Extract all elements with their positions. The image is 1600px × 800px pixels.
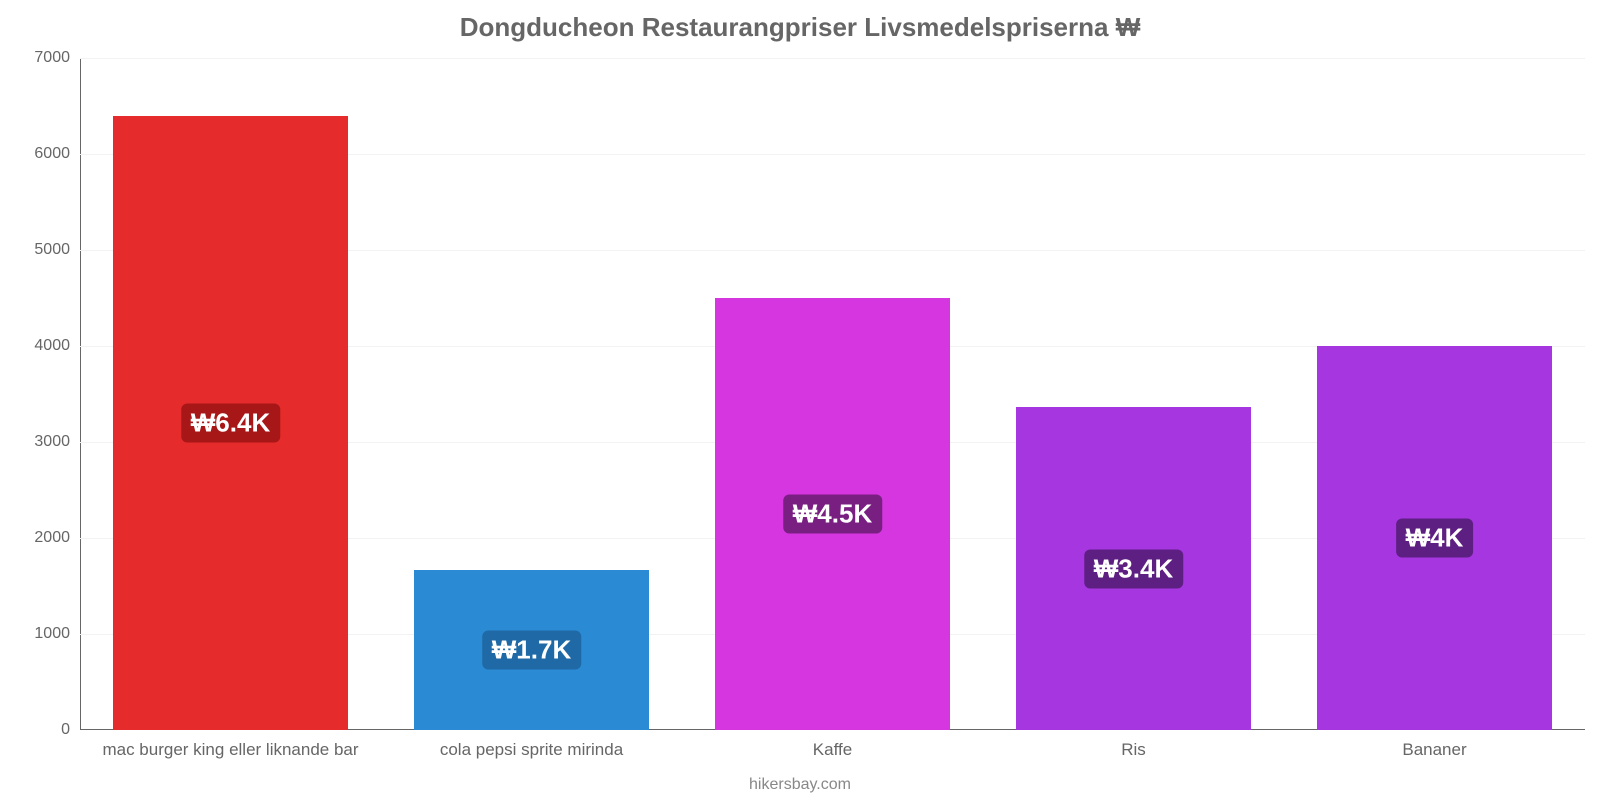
x-tick-label: cola pepsi sprite mirinda bbox=[440, 740, 623, 760]
price-bar-chart: Dongducheon Restaurangpriser Livsmedelsp… bbox=[0, 0, 1600, 800]
y-tick-label: 0 bbox=[61, 721, 70, 739]
y-tick-label: 5000 bbox=[34, 241, 70, 259]
x-tick-label: Ris bbox=[1121, 740, 1146, 760]
gridline bbox=[80, 58, 1585, 59]
x-tick-label: Kaffe bbox=[813, 740, 852, 760]
chart-caption: hikersbay.com bbox=[0, 776, 1600, 794]
bar-value-label: ₩4K bbox=[1396, 519, 1474, 558]
bar-value-label: ₩1.7K bbox=[482, 631, 581, 670]
chart-title: Dongducheon Restaurangpriser Livsmedelsp… bbox=[0, 12, 1600, 43]
bar-value-label: ₩4.5K bbox=[783, 495, 882, 534]
bar-value-label: ₩6.4K bbox=[181, 403, 280, 442]
y-tick-label: 6000 bbox=[34, 145, 70, 163]
y-tick-label: 4000 bbox=[34, 337, 70, 355]
bar-value-label: ₩3.4K bbox=[1084, 549, 1183, 588]
y-tick-label: 2000 bbox=[34, 529, 70, 547]
y-tick-label: 7000 bbox=[34, 49, 70, 67]
x-tick-label: Bananer bbox=[1402, 740, 1466, 760]
y-axis-line bbox=[80, 58, 81, 730]
y-tick-label: 3000 bbox=[34, 433, 70, 451]
plot-area: 01000200030004000500060007000₩6.4Kmac bu… bbox=[80, 58, 1585, 730]
y-tick-label: 1000 bbox=[34, 625, 70, 643]
x-tick-label: mac burger king eller liknande bar bbox=[102, 740, 358, 760]
